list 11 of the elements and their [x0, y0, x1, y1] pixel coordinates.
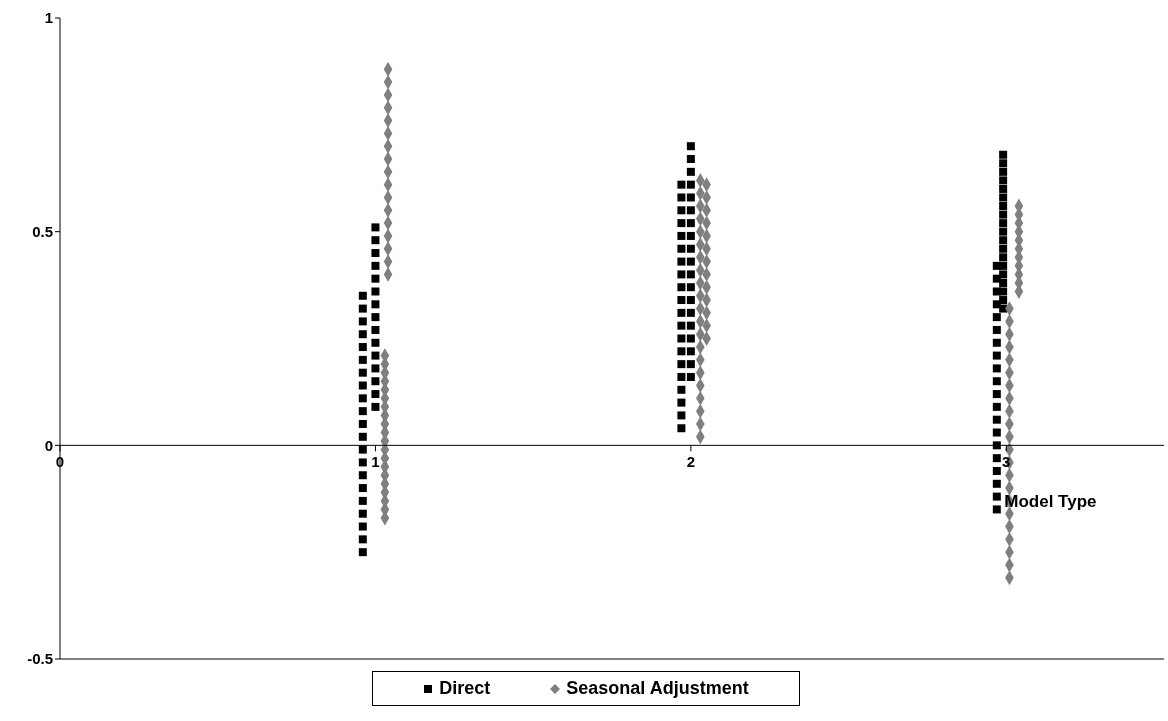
- y-tick-label: 0: [44, 436, 53, 454]
- x-axis-title: Model Type: [1004, 492, 1097, 512]
- legend-label: Direct: [438, 678, 491, 699]
- x-tick-label: 0: [55, 453, 65, 471]
- y-tick-label: 0.5: [32, 222, 53, 240]
- y-tick-label: 1: [44, 9, 53, 27]
- x-tick-label: 2: [686, 453, 696, 471]
- legend-label: Seasonal Adjustment: [565, 678, 749, 699]
- x-tick-label: 3: [1002, 453, 1011, 471]
- x-tick-label: 1: [371, 453, 380, 471]
- y-tick-label: -0.5: [27, 650, 53, 668]
